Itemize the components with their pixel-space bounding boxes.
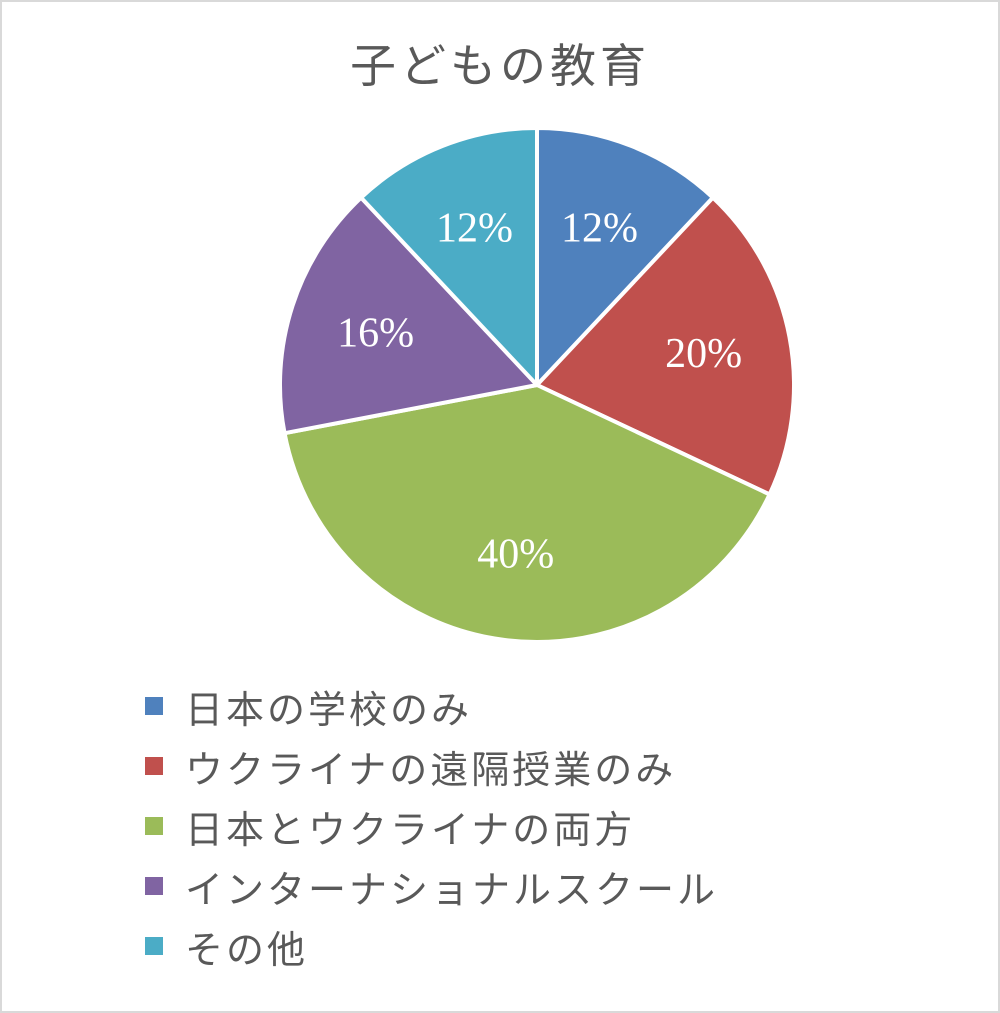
pie-data-labels: 12% 20% 40% 16% 12%: [337, 205, 742, 577]
pie-slice: [535, 126, 715, 387]
legend-item-both: 日本とウクライナの両方: [145, 796, 718, 856]
legend-label: 日本の学校のみ: [185, 687, 473, 732]
legend-item-international-school: インターナショナルスクール: [145, 856, 718, 916]
slice-data-label: 16%: [337, 311, 414, 357]
legend-swatch: [145, 757, 163, 775]
legend-swatch: [145, 817, 163, 835]
pie-slice: [282, 383, 772, 644]
chart-title: 子どもの教育: [350, 39, 650, 93]
pie-slice: [535, 195, 796, 497]
pie-slice: [278, 195, 539, 436]
legend-label: その他: [185, 927, 309, 972]
pie-slice: [359, 126, 539, 387]
legend-item-other: その他: [145, 916, 718, 976]
legend-item-japanese-school: 日本の学校のみ: [145, 676, 718, 736]
legend-label: ウクライナの遠隔授業のみ: [185, 747, 677, 792]
pie-slices: [278, 126, 796, 644]
slice-data-label: 40%: [477, 531, 554, 577]
legend-swatch: [145, 877, 163, 895]
legend-label: インターナショナルスクール: [185, 867, 719, 912]
legend-item-ukraine-remote: ウクライナの遠隔授業のみ: [145, 736, 718, 796]
legend-swatch: [145, 697, 163, 715]
legend-label: 日本とウクライナの両方: [185, 807, 636, 852]
slice-data-label: 12%: [436, 205, 513, 251]
legend: 日本の学校のみ ウクライナの遠隔授業のみ 日本とウクライナの両方 インターナショ…: [145, 676, 718, 976]
slice-data-label: 12%: [561, 205, 638, 251]
legend-swatch: [145, 937, 163, 955]
slice-data-label: 20%: [665, 331, 742, 377]
